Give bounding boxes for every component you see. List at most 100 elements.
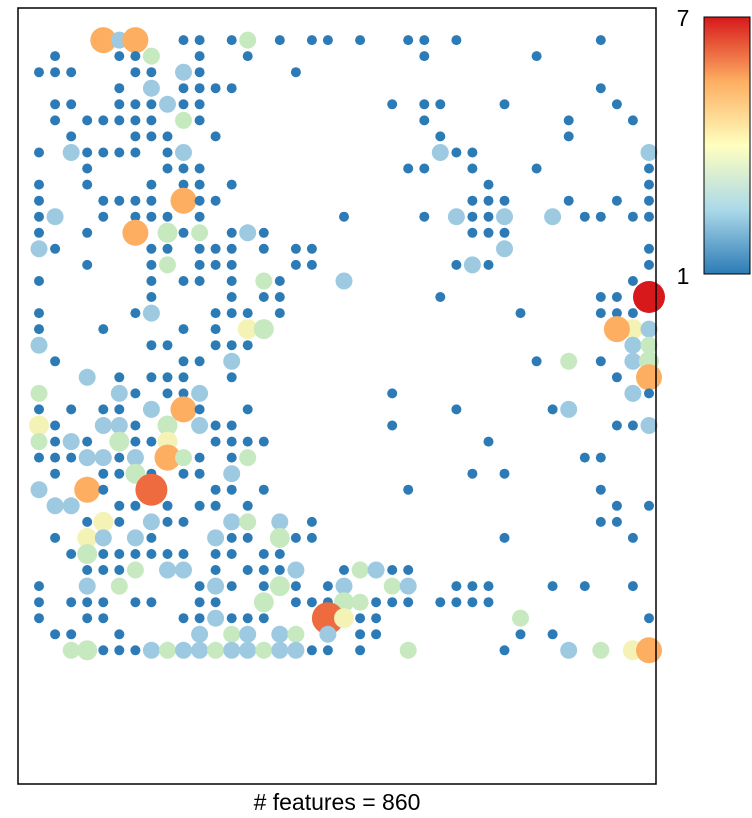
- data-point: [162, 243, 173, 254]
- data-point: [592, 641, 610, 659]
- data-point: [210, 324, 221, 335]
- data-point: [640, 320, 658, 338]
- data-point: [387, 388, 398, 399]
- data-point: [98, 404, 109, 415]
- data-point: [194, 163, 205, 174]
- data-point: [226, 179, 237, 190]
- data-point: [579, 581, 590, 592]
- data-point: [146, 372, 157, 383]
- data-point: [194, 83, 205, 94]
- data-point: [403, 565, 414, 575]
- data-point: [483, 581, 494, 592]
- data-point: [239, 31, 257, 49]
- data-point: [175, 641, 192, 659]
- data-point: [627, 308, 638, 319]
- data-point: [531, 51, 542, 62]
- data-point: [142, 400, 160, 418]
- data-point: [207, 577, 225, 595]
- data-point: [30, 433, 48, 451]
- data-point: [467, 597, 478, 608]
- data-point: [146, 259, 157, 270]
- data-point: [306, 645, 317, 656]
- data-point: [50, 436, 61, 447]
- data-point: [226, 276, 237, 286]
- data-point: [640, 144, 658, 161]
- data-point: [644, 163, 654, 174]
- data-point: [210, 259, 221, 270]
- data-point: [226, 484, 237, 495]
- data-point: [624, 352, 642, 370]
- data-point: [34, 276, 44, 286]
- data-point: [34, 147, 44, 158]
- data-point: [226, 581, 237, 592]
- data-point: [290, 532, 301, 543]
- data-point: [114, 51, 125, 62]
- x-axis-label: # features = 860: [254, 789, 421, 815]
- data-point: [627, 276, 638, 286]
- data-point: [66, 549, 77, 559]
- data-point: [226, 613, 237, 624]
- data-point: [633, 281, 665, 313]
- data-point: [175, 63, 192, 81]
- data-point: [109, 431, 130, 452]
- data-point: [194, 500, 205, 511]
- data-point: [146, 131, 157, 142]
- data-point: [178, 276, 189, 286]
- data-point: [207, 529, 225, 547]
- data-point: [114, 452, 125, 463]
- data-point: [419, 35, 430, 46]
- data-point: [274, 308, 285, 319]
- data-point: [287, 561, 305, 579]
- data-point: [162, 211, 173, 222]
- data-point: [50, 452, 61, 463]
- data-point: [226, 35, 237, 46]
- data-point: [290, 259, 301, 270]
- data-point: [194, 581, 205, 592]
- data-point: [595, 83, 606, 94]
- data-point: [78, 368, 96, 386]
- data-point: [451, 597, 462, 608]
- data-point: [178, 516, 189, 527]
- data-point: [226, 436, 237, 447]
- data-point: [611, 372, 622, 383]
- data-point: [114, 500, 125, 511]
- data-point: [98, 645, 109, 656]
- data-point: [194, 468, 205, 479]
- data-point: [66, 629, 77, 640]
- data-point: [50, 67, 61, 78]
- data-point: [595, 484, 606, 495]
- data-point: [306, 532, 317, 543]
- data-point: [355, 613, 366, 624]
- data-point: [114, 195, 125, 206]
- data-point: [403, 597, 414, 608]
- data-point: [210, 565, 221, 575]
- data-point: [50, 243, 61, 254]
- data-point: [290, 581, 301, 592]
- data-point: [191, 224, 209, 242]
- data-point: [496, 208, 513, 226]
- data-point: [644, 179, 654, 190]
- data-point: [624, 384, 642, 402]
- data-point: [242, 404, 253, 415]
- data-point: [194, 613, 205, 624]
- data-point: [178, 163, 189, 174]
- data-point: [46, 497, 64, 515]
- data-point: [383, 577, 401, 595]
- data-point: [242, 51, 253, 62]
- colorbar-max-label: 7: [677, 5, 690, 31]
- data-point: [62, 433, 80, 451]
- data-point: [223, 352, 241, 370]
- data-point: [50, 629, 61, 640]
- data-point: [611, 292, 622, 302]
- data-point: [496, 240, 513, 258]
- data-point: [644, 500, 654, 511]
- data-point: [627, 211, 638, 222]
- data-point: [403, 35, 414, 46]
- data-point: [94, 449, 112, 467]
- data-point: [157, 415, 178, 436]
- data-point: [242, 613, 253, 624]
- data-point: [191, 641, 209, 659]
- data-point: [114, 147, 125, 158]
- data-point: [431, 144, 449, 161]
- data-point: [130, 115, 141, 126]
